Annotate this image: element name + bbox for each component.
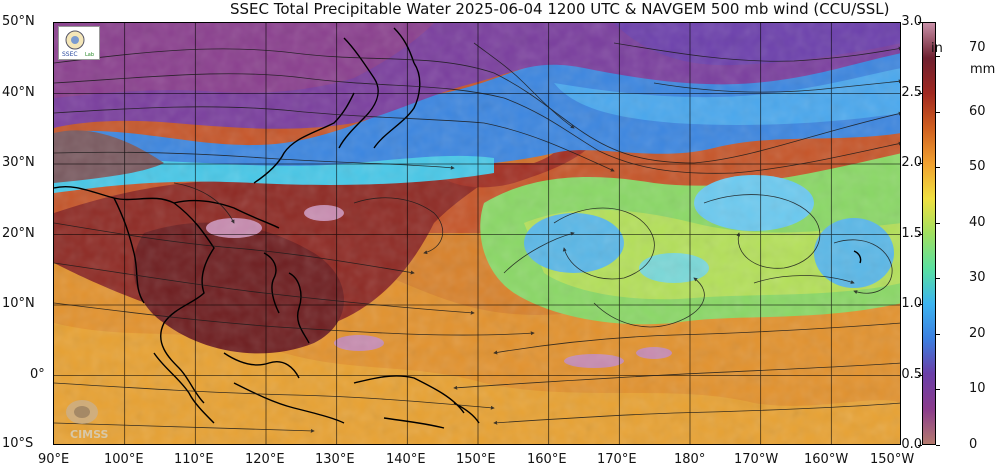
colorbar-mm-tick-mark — [936, 333, 940, 335]
colorbar-inch-tick-mark — [918, 445, 922, 446]
ssec-logo: SSEC Lab — [58, 26, 100, 60]
colorbar-mm-tick-mark — [936, 389, 940, 391]
lon-label-110e: 110°E — [174, 452, 214, 467]
lat-label-30n: 30°N — [2, 155, 35, 170]
colorbar-mm-tick: 40 — [969, 214, 986, 230]
wind-streamlines — [54, 42, 900, 433]
colorbar-mm-tick-mark — [936, 167, 940, 169]
coastlines — [54, 27, 862, 429]
colorbar-mm-tick-mark — [936, 278, 940, 280]
colorbar-mm-tick-mark — [936, 111, 940, 113]
colorbar-inch-tick-mark — [918, 92, 922, 94]
colorbar-mm-tick: 20 — [969, 325, 986, 341]
colorbar-mm-tick: 0 — [969, 437, 978, 452]
colorbar-inch-tick-mark — [918, 233, 922, 235]
colorbar-mm-tick-mark — [936, 222, 940, 224]
map-title: SSEC Total Precipitable Water 2025-06-04… — [230, 0, 890, 18]
colorbar-unit-in: in — [931, 41, 943, 56]
colorbar-inch-tick: 0.0 — [901, 437, 922, 452]
tpw-field — [54, 23, 900, 444]
lon-label-150e: 150°E — [456, 452, 496, 467]
colorbar-inch-tick-mark — [918, 163, 922, 164]
lon-label-140e: 140°E — [386, 452, 426, 467]
svg-text:CIMSS: CIMSS — [70, 428, 109, 441]
lat-label-40n: 40°N — [2, 85, 35, 100]
colorbar-inch-tick-mark — [918, 374, 922, 376]
svg-text:Lab: Lab — [85, 52, 94, 58]
colorbar-inch-tick: 1.5 — [901, 225, 922, 241]
lon-label-180: 180° — [674, 452, 706, 467]
colorbar-mm-tick: 50 — [969, 159, 986, 175]
colorbar-mm-tick: 30 — [969, 270, 986, 286]
lon-label-130e: 130°E — [315, 452, 355, 467]
lon-label-90e: 90°E — [38, 452, 70, 467]
lat-label-10s: 10°S — [2, 436, 34, 451]
gridlines — [54, 23, 900, 444]
colorbar-mm-tick: 10 — [969, 381, 986, 397]
colorbar-mm-tick: 60 — [969, 103, 986, 119]
colorbar-inch-tick-mark — [918, 304, 922, 305]
colorbar-inch-tick-mark — [918, 22, 922, 23]
colorbar-inch-tick: 3.0 — [901, 14, 922, 29]
lat-label-50n: 50°N — [2, 14, 35, 29]
lon-label-160w: 160°W — [804, 452, 849, 467]
colorbar-inch-tick: 2.5 — [901, 84, 922, 100]
colorbar-inch-tick: 1.0 — [901, 296, 922, 311]
colorbar-unit-mm: mm — [970, 62, 996, 77]
lon-label-120e: 120°E — [245, 452, 285, 467]
lon-label-160e: 160°E — [527, 452, 567, 467]
lat-label-10n: 10°N — [2, 296, 35, 311]
colorbar-inch-tick: 2.0 — [901, 155, 922, 170]
colorbar — [922, 22, 936, 445]
lon-label-170e: 170°E — [597, 452, 637, 467]
colorbar-mm-tick: 70 — [969, 40, 986, 56]
tpw-map[interactable] — [53, 22, 901, 445]
colorbar-mm-tick-mark — [936, 445, 940, 446]
lat-label-0: 0° — [30, 367, 45, 382]
lat-label-20n: 20°N — [2, 226, 35, 241]
colorbar-mm-tick-mark — [936, 56, 940, 58]
cimss-logo: CIMSS — [58, 398, 128, 442]
lon-label-100e: 100°E — [104, 452, 144, 467]
colorbar-inch-tick: 0.5 — [901, 366, 922, 382]
svg-text:SSEC: SSEC — [62, 51, 78, 58]
lon-label-150w: 150°W — [870, 452, 915, 467]
lon-label-170w: 170°W — [734, 452, 779, 467]
